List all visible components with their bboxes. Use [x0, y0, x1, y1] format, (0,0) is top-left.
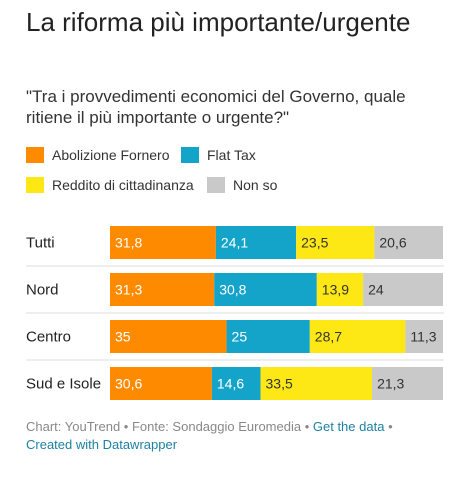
stacked-bar-chart: Tutti 31,8 24,1 23,5 20,6 Nord 31,3 30,8 13,9 24 C…: [26, 226, 444, 400]
data-label: 20,6: [379, 235, 406, 251]
chart-footer: Chart: YouTrend • Fonte: Sondaggio Eurom…: [26, 418, 446, 454]
data-label: 14,6: [217, 376, 244, 392]
footer-separator: •: [388, 419, 393, 434]
legend-item-abolizione-fornero: Abolizione Fornero: [26, 146, 170, 164]
legend-swatch: [181, 147, 199, 163]
data-label: 23,5: [301, 235, 328, 251]
chart-subtitle: "Tra i provvedimenti economici del Gover…: [26, 87, 406, 127]
chart-title: La riforma più importante/urgente: [26, 7, 411, 37]
data-label: 13,9: [322, 282, 349, 298]
data-label: 24,1: [221, 235, 248, 251]
legend-swatch: [26, 177, 44, 193]
bar-segment: [214, 273, 317, 306]
bar-segment: [110, 320, 227, 353]
footer-source: Chart: YouTrend • Fonte: Sondaggio Eurom…: [26, 419, 310, 434]
bar-segment: [316, 273, 364, 306]
legend-label: Abolizione Fornero: [52, 147, 170, 163]
category-label: Nord: [26, 282, 59, 299]
created-with-datawrapper-link[interactable]: Created with Datawrapper: [26, 437, 178, 452]
data-label: 30,8: [219, 282, 246, 298]
bar-segment: [296, 226, 375, 259]
data-label: 35: [115, 329, 131, 345]
bar-segment: [211, 367, 261, 400]
legend-label: Flat Tax: [207, 147, 256, 163]
data-label: 11,3: [410, 329, 436, 345]
bar-segment: [309, 320, 406, 353]
bar-segment: [110, 367, 212, 400]
legend-item-reddito-di-cittadinanza: Reddito di cittadinanza: [26, 176, 194, 194]
legend-item-non-so: Non so: [207, 176, 277, 194]
data-label: 25: [232, 329, 248, 345]
bar-segment: [372, 367, 443, 400]
data-label: 24: [368, 282, 384, 298]
bar-segment: [405, 320, 443, 353]
data-label: 21,3: [377, 376, 404, 392]
bar-segment: [260, 367, 373, 400]
get-the-data-link[interactable]: Get the data: [312, 419, 385, 434]
data-label: 28,7: [315, 329, 342, 345]
legend-item-flat-tax: Flat Tax: [181, 146, 256, 164]
legend-swatch: [207, 177, 225, 193]
category-label: Sud e Isole: [26, 376, 101, 393]
category-label: Centro: [26, 329, 71, 346]
bar-segment: [110, 273, 215, 306]
legend-label: Reddito di cittadinanza: [52, 177, 194, 193]
data-label: 33,5: [266, 376, 293, 392]
bar-segment: [363, 273, 443, 306]
data-label: 31,8: [115, 235, 142, 251]
bar-segment: [215, 226, 297, 259]
category-label: Tutti: [26, 235, 55, 252]
bar-segment: [110, 226, 216, 259]
bar-segment: [374, 226, 443, 259]
bar-segment: [226, 320, 310, 353]
data-label: 31,3: [115, 282, 142, 298]
legend-label: Non so: [233, 177, 278, 193]
legend-swatch: [26, 147, 44, 163]
data-label: 30,6: [115, 376, 142, 392]
